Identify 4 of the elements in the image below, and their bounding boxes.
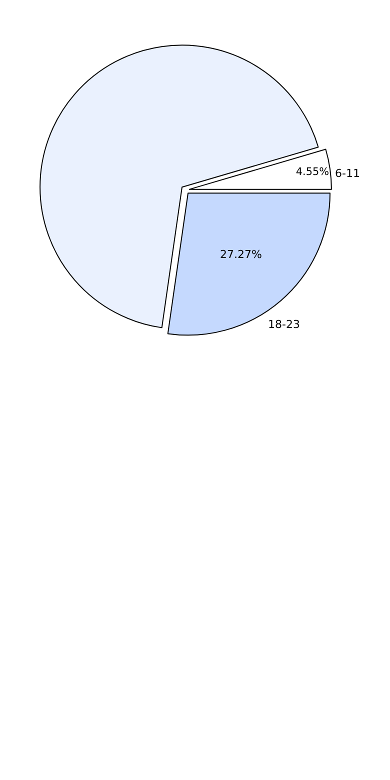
data-label: 27.27% xyxy=(220,248,262,261)
slice-label: 6-11 xyxy=(335,167,360,180)
data-label: 4.55% xyxy=(296,166,330,178)
slice-label: 18-23 xyxy=(268,318,300,331)
